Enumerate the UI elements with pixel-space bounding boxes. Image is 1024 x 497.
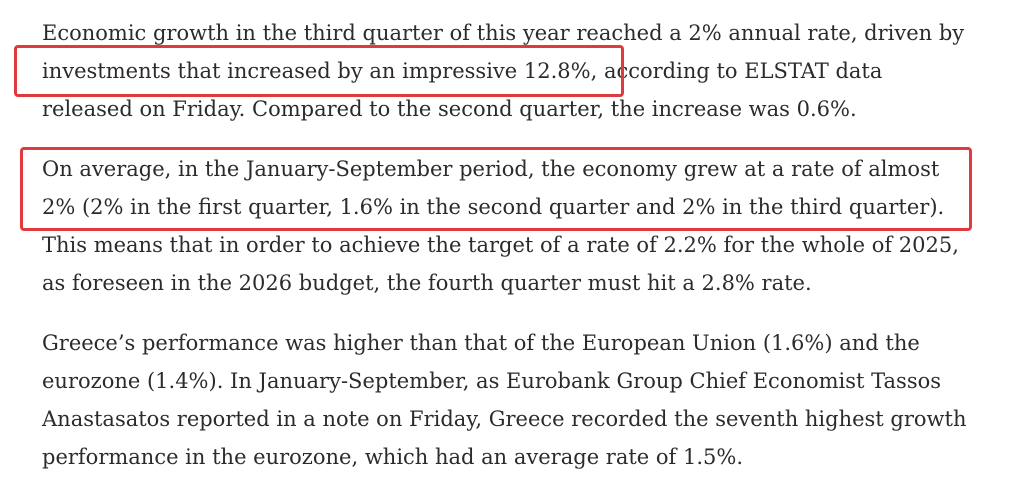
paragraph-eu-comparison: Greece’s performance was higher than tha…	[42, 324, 1002, 476]
paragraph-line: performance in the eurozone, which had a…	[42, 445, 744, 469]
paragraph-line: eurozone (1.4%). In January-September, a…	[42, 369, 942, 393]
paragraph-line: Greece’s performance was higher than tha…	[42, 331, 920, 355]
paragraph-line: released on Friday. Compared to the seco…	[42, 97, 857, 121]
paragraph-line: investments that increased by an impress…	[42, 59, 883, 83]
paragraph-q3-growth: Economic growth in the third quarter of …	[42, 14, 1002, 128]
paragraph-jan-sep-average: On average, in the January-September per…	[42, 150, 1002, 302]
paragraph-line: Economic growth in the third quarter of …	[42, 21, 965, 45]
paragraph-line: This means that in order to achieve the …	[42, 233, 959, 257]
paragraph-line: as foreseen in the 2026 budget, the four…	[42, 271, 812, 295]
paragraph-line: Anastasatos reported in a note on Friday…	[42, 407, 967, 431]
article-body: Economic growth in the third quarter of …	[42, 14, 1002, 476]
paragraph-line: 2% (2% in the first quarter, 1.6% in the…	[42, 195, 945, 219]
paragraph-line: On average, in the January-September per…	[42, 157, 940, 181]
